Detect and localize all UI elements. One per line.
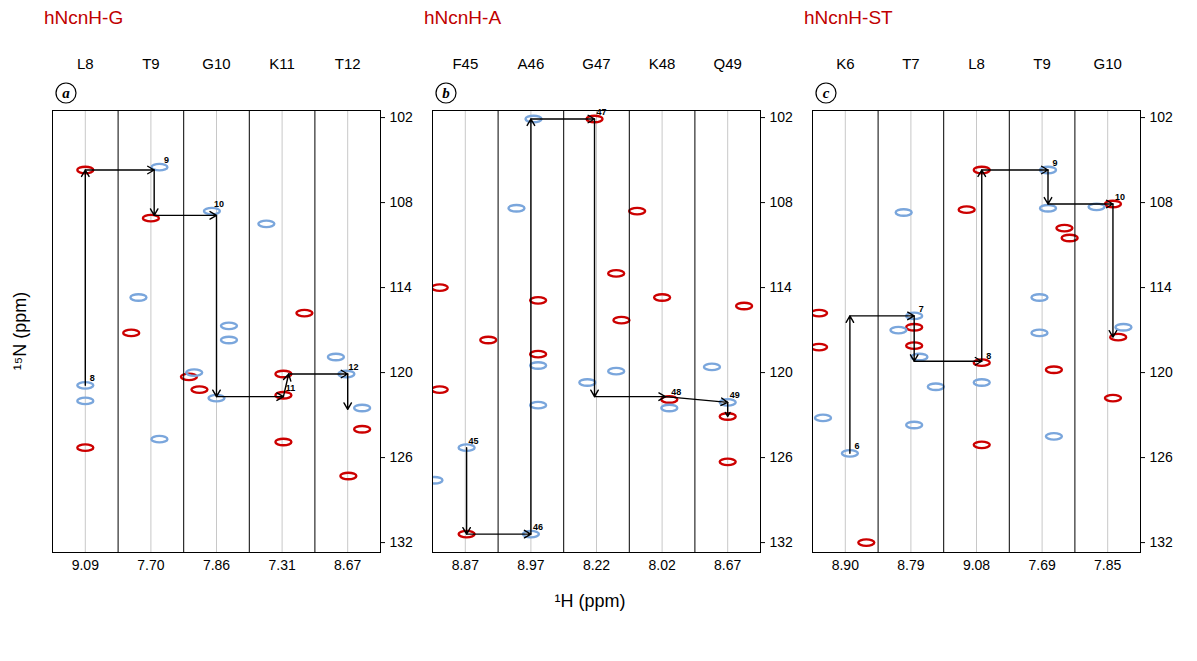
svg-text:102: 102 [770,109,794,125]
svg-text:108: 108 [1150,194,1174,210]
svg-text:9: 9 [1052,158,1057,168]
svg-text:8.87: 8.87 [452,557,479,573]
svg-text:7.85: 7.85 [1094,557,1121,573]
svg-text:F45: F45 [452,55,478,72]
svg-text:8.22: 8.22 [583,557,610,573]
svg-text:120: 120 [390,364,414,380]
svg-text:132: 132 [1150,534,1174,550]
svg-text:L8: L8 [77,55,94,72]
html-text:¹⁵N (ppm): ¹⁵N (ppm) [9,291,30,371]
html-text:¹H (ppm): ¹H (ppm) [554,591,626,611]
svg-text:114: 114 [1150,279,1173,295]
svg-text:102: 102 [390,109,414,125]
svg-text:8: 8 [90,373,95,383]
svg-text:8.97: 8.97 [517,557,544,573]
svg-text:7.70: 7.70 [137,557,164,573]
svg-text:7.86: 7.86 [203,557,230,573]
svg-text:126: 126 [390,449,414,465]
svg-text:T9: T9 [1033,55,1051,72]
svg-text:46: 46 [533,522,543,532]
html-text:hNcnH-ST: hNcnH-ST [804,7,893,28]
svg-text:11: 11 [286,383,296,393]
svg-text:L8: L8 [968,55,985,72]
svg-text:108: 108 [390,194,414,210]
svg-text:c: c [823,85,830,101]
svg-text:108: 108 [770,194,794,210]
svg-text:45: 45 [469,436,479,446]
svg-text:K6: K6 [836,55,854,72]
svg-text:8.79: 8.79 [897,557,924,573]
svg-text:T9: T9 [142,55,160,72]
svg-text:10: 10 [1115,192,1125,202]
svg-text:7.69: 7.69 [1028,557,1055,573]
svg-text:126: 126 [770,449,794,465]
svg-text:G10: G10 [202,55,230,72]
svg-text:10: 10 [214,199,224,209]
svg-text:G10: G10 [1094,55,1122,72]
svg-text:120: 120 [770,364,794,380]
svg-text:8.67: 8.67 [334,557,361,573]
svg-text:102: 102 [1150,109,1174,125]
svg-text:Q49: Q49 [714,55,742,72]
svg-text:7.31: 7.31 [268,557,295,573]
svg-text:a: a [62,85,70,101]
svg-text:8.02: 8.02 [648,557,675,573]
svg-text:132: 132 [770,534,794,550]
html-text:hNcnH-G: hNcnH-G [44,7,124,28]
svg-text:8.67: 8.67 [714,557,741,573]
svg-text:T12: T12 [335,55,361,72]
svg-text:114: 114 [390,279,413,295]
svg-text:K11: K11 [269,55,295,72]
svg-text:6: 6 [854,441,859,451]
svg-text:K48: K48 [649,55,676,72]
svg-text:b: b [442,85,450,101]
svg-text:8.90: 8.90 [832,557,859,573]
svg-text:126: 126 [1150,449,1174,465]
svg-text:9: 9 [164,155,169,165]
svg-text:132: 132 [390,534,414,550]
svg-text:G47: G47 [582,55,610,72]
svg-text:49: 49 [730,390,740,400]
svg-text:120: 120 [1150,364,1174,380]
svg-text:12: 12 [348,362,358,372]
svg-text:48: 48 [671,387,681,397]
html-text:hNcnH-A: hNcnH-A [424,7,502,28]
svg-text:47: 47 [597,107,607,117]
svg-text:8: 8 [986,351,991,361]
svg-text:9.09: 9.09 [72,557,99,573]
svg-text:T7: T7 [902,55,920,72]
svg-text:114: 114 [770,279,793,295]
svg-text:7: 7 [919,304,924,314]
svg-text:A46: A46 [518,55,545,72]
svg-text:9.08: 9.08 [963,557,990,573]
